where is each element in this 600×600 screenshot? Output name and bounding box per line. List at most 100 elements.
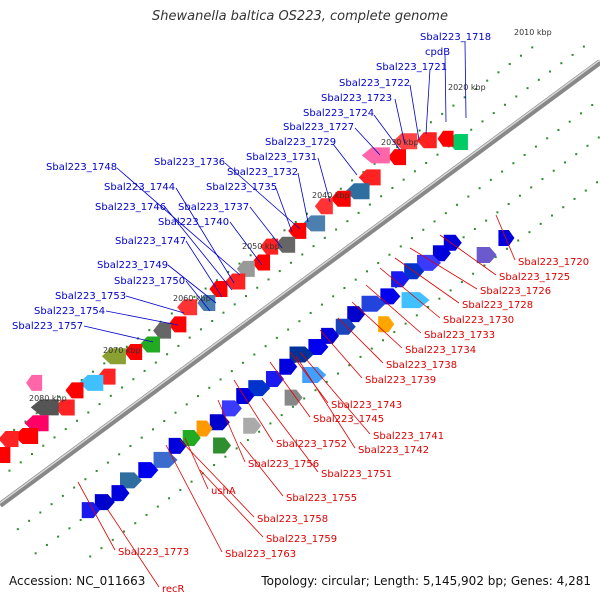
tick-dot	[68, 527, 71, 530]
forward-gene-label[interactable]: Sbal223_1744	[104, 182, 175, 193]
forward-gene-label[interactable]: Sbal223_1748	[46, 162, 117, 173]
reverse-label-leader	[107, 509, 160, 588]
forward-gene-label[interactable]: Sbal223_1737	[178, 202, 249, 213]
forward-gene-label[interactable]: Sbal223_1750	[114, 276, 185, 287]
reverse-gene-label[interactable]: Sbal223_1745	[313, 414, 384, 425]
forward-label-leader	[275, 187, 293, 233]
reverse-label-leader	[289, 351, 329, 404]
tick-dot	[413, 170, 416, 173]
tick-dot	[19, 461, 22, 464]
forward-gene-label[interactable]: Sbal223_1740	[158, 217, 229, 228]
forward-gene-label[interactable]: Sbal223_1729	[265, 137, 336, 148]
tick-dot	[258, 430, 261, 433]
forward-label-leader	[224, 162, 301, 230]
forward-gene-arrow	[401, 292, 430, 309]
reverse-gene-label[interactable]: Sbal223_1763	[225, 549, 296, 560]
reverse-gene-label[interactable]: Sbal223_1773	[118, 547, 189, 558]
tick-dot	[531, 46, 534, 49]
forward-gene-label[interactable]: cpdB	[425, 47, 450, 58]
tick-dot	[61, 494, 64, 497]
reverse-gene-label[interactable]: recR	[162, 584, 185, 595]
forward-gene-label[interactable]: Sbal223_1722	[339, 78, 410, 89]
reverse-gene-arrow	[358, 169, 381, 186]
reverse-gene-label[interactable]: Sbal223_1730	[443, 315, 514, 326]
tick-dot	[393, 330, 396, 333]
tick-dot	[462, 236, 465, 239]
forward-gene-label[interactable]: Sbal223_1727	[283, 122, 354, 133]
tick-dot	[586, 144, 589, 147]
tick-dot	[505, 247, 508, 250]
reverse-label-leader	[233, 379, 274, 443]
tick-dot	[496, 211, 499, 214]
reverse-label-leader	[394, 257, 460, 304]
reverse-gene-label[interactable]: Sbal223_1743	[331, 400, 402, 411]
tick-dot	[204, 287, 207, 290]
reverse-gene-arrow	[345, 183, 370, 200]
map-title: Shewanella baltica OS223, complete genom…	[152, 9, 448, 24]
tick-dot	[399, 245, 402, 248]
reverse-gene-label[interactable]: Sbal223_1734	[405, 345, 476, 356]
tick-dot	[370, 347, 373, 350]
tick-dot	[132, 378, 135, 381]
tick-dot	[291, 405, 294, 408]
tick-dot	[305, 212, 308, 215]
reverse-gene-label[interactable]: ushA	[211, 486, 236, 497]
reverse-label-leader	[199, 469, 264, 538]
tick-dot	[312, 245, 315, 248]
reverse-gene-label[interactable]: Sbal223_1733	[424, 330, 495, 341]
forward-gene-label[interactable]: Sbal223_1746	[95, 202, 166, 213]
forward-gene-arrow	[321, 327, 340, 344]
tick-dot	[481, 120, 484, 123]
tick-dot	[193, 295, 196, 298]
reverse-gene-label[interactable]: Sbal223_1759	[266, 534, 337, 545]
reverse-gene-label[interactable]: Sbal223_1738	[386, 360, 457, 371]
tick-dot	[332, 295, 335, 298]
tick-dot	[415, 314, 418, 317]
reverse-gene-label[interactable]: Sbal223_1725	[499, 272, 570, 283]
forward-gene-label[interactable]: Sbal223_1732	[227, 167, 298, 178]
forward-gene-label[interactable]: Sbal223_1754	[34, 306, 105, 317]
forward-gene-arrow	[417, 254, 442, 271]
forward-gene-arrow	[284, 389, 303, 406]
genome-backbone	[0, 59, 600, 508]
reverse-gene-label[interactable]: Sbal223_1739	[365, 375, 436, 386]
forward-gene-label[interactable]: Sbal223_1721	[376, 62, 447, 73]
forward-gene-label[interactable]: Sbal223_1724	[303, 108, 374, 119]
tick-dot	[148, 329, 151, 332]
tick-dot	[87, 411, 90, 414]
tick-dot	[346, 220, 349, 223]
forward-label-leader	[167, 264, 217, 304]
tick-dot	[486, 79, 489, 82]
tick-dot	[73, 486, 76, 489]
forward-gene-label[interactable]: Sbal223_1747	[115, 236, 186, 247]
forward-label-leader	[354, 127, 381, 156]
tick-dot	[584, 189, 587, 192]
reverse-gene-label[interactable]: Sbal223_1751	[321, 469, 392, 480]
reverse-gene-label[interactable]: Sbal223_1756	[248, 459, 319, 470]
reverse-gene-label[interactable]: Sbal223_1758	[257, 514, 328, 525]
reverse-gene-label[interactable]: Sbal223_1720	[518, 257, 589, 268]
forward-gene-label[interactable]: Sbal223_1723	[321, 93, 392, 104]
forward-gene-label[interactable]: Sbal223_1735	[206, 182, 277, 193]
reverse-gene-label[interactable]: Sbal223_1726	[480, 286, 551, 297]
reverse-gene-label[interactable]: Sbal223_1752	[276, 439, 347, 450]
tick-dot	[456, 203, 459, 206]
tick-dot	[362, 171, 365, 174]
forward-gene-label[interactable]: Sbal223_1718	[420, 32, 491, 43]
tick-dot	[474, 87, 477, 90]
reverse-gene-label[interactable]: Sbal223_1728	[462, 300, 533, 311]
forward-gene-label[interactable]: Sbal223_1736	[154, 157, 225, 168]
kbp-label: 2080 kbp	[29, 394, 67, 403]
forward-gene-label[interactable]: Sbal223_1731	[246, 152, 317, 163]
reverse-gene-label[interactable]: Sbal223_1742	[358, 445, 429, 456]
forward-gene-arrow	[94, 494, 115, 511]
forward-gene-label[interactable]: Sbal223_1753	[55, 291, 126, 302]
reverse-gene-label[interactable]: Sbal223_1755	[286, 493, 357, 504]
forward-gene-label[interactable]: Sbal223_1757	[12, 321, 83, 332]
forward-label-leader	[297, 172, 309, 223]
forward-gene-label[interactable]: Sbal223_1749	[97, 260, 168, 271]
tick-dot	[373, 162, 376, 165]
reverse-gene-label[interactable]: Sbal223_1741	[373, 431, 444, 442]
tick-dot	[224, 455, 227, 458]
